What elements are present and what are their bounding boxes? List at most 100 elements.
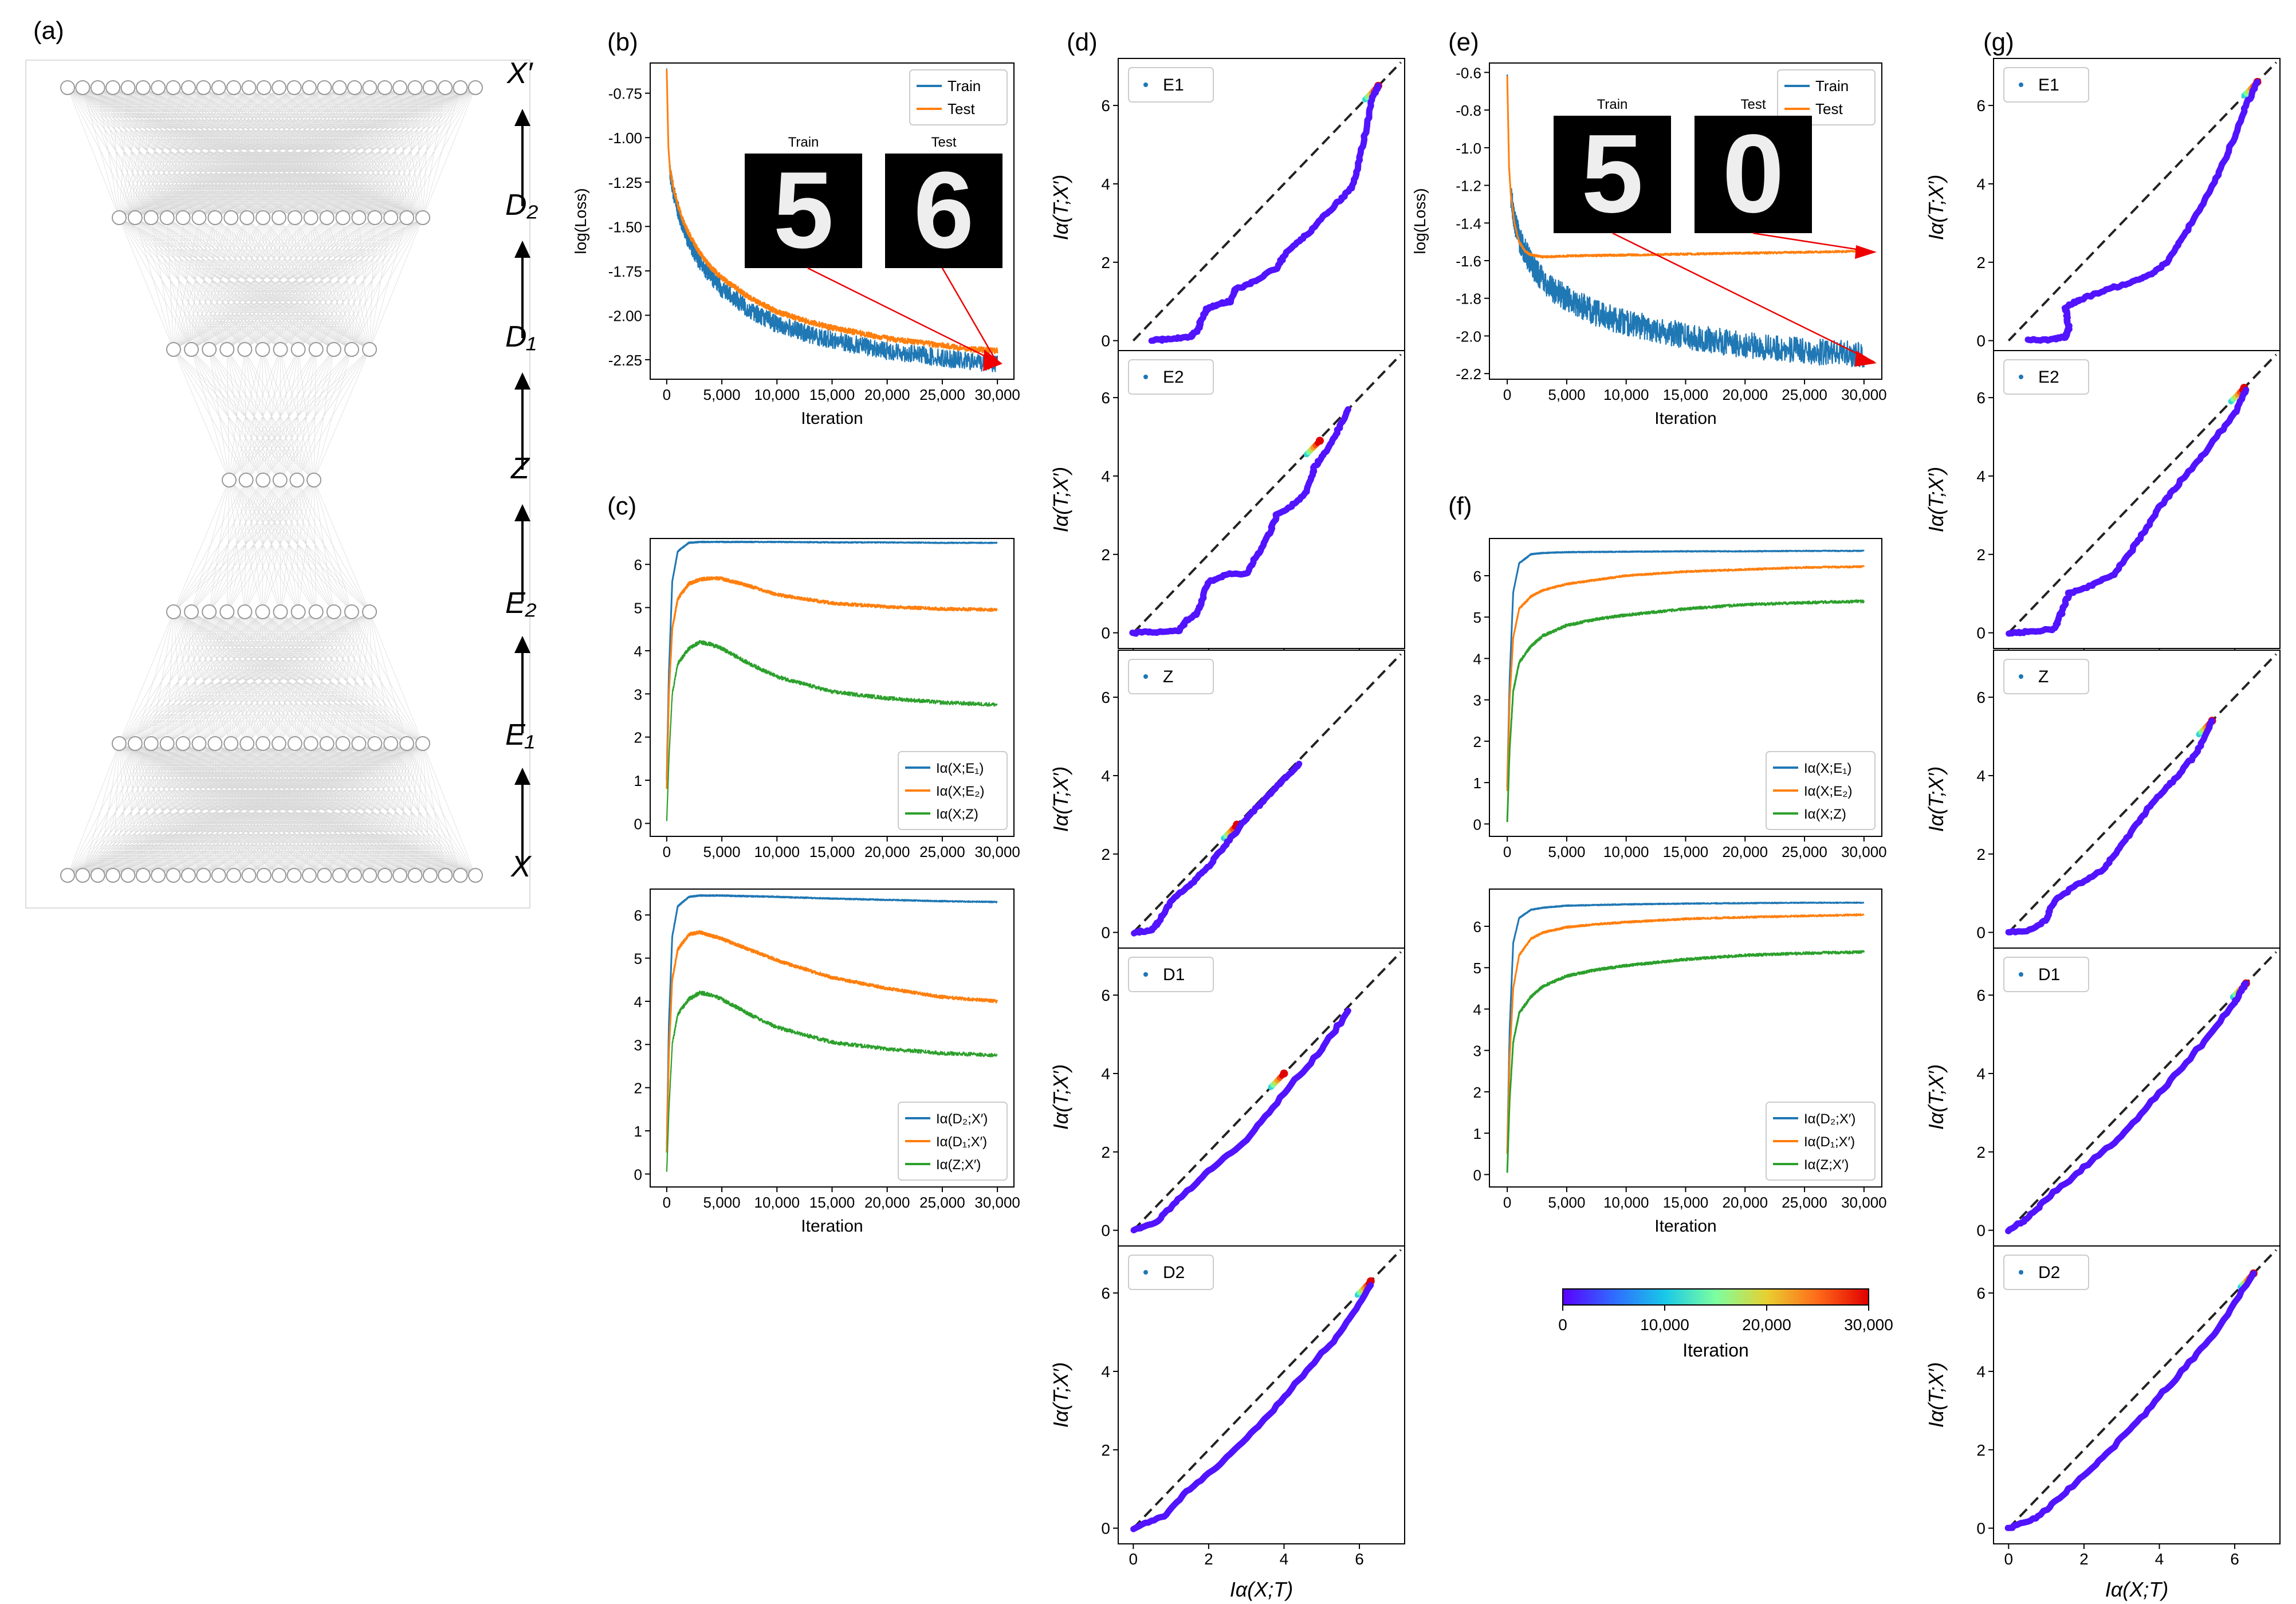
- network-node: [135, 868, 151, 883]
- legend-marker: [2019, 972, 2023, 977]
- network-node: [226, 868, 242, 883]
- x-tick-label: 6: [2230, 1550, 2239, 1568]
- y-tick-label: -0.6: [1456, 64, 1481, 81]
- network-node: [75, 80, 91, 95]
- y-axis-label: log(Loss): [1411, 188, 1429, 254]
- network-node: [347, 80, 363, 95]
- network-node: [367, 210, 383, 225]
- network-node: [344, 342, 359, 357]
- x-tick-label: 30,000: [974, 843, 1020, 860]
- y-axis-label: Iα(T;X′): [1049, 1064, 1072, 1130]
- x-axis-label: Iα(X;T): [2105, 1578, 2169, 1601]
- y-tick-label: -2.0: [1456, 328, 1481, 345]
- network-node: [166, 342, 181, 357]
- inset-test-image: [885, 154, 1002, 268]
- network-node: [166, 868, 181, 883]
- network-node: [287, 210, 302, 225]
- network-node: [151, 80, 166, 95]
- x-tick-label: 4: [2155, 1550, 2164, 1568]
- y-tick-label: 1: [1473, 775, 1481, 792]
- network-node: [272, 80, 287, 95]
- y-tick-label: 2: [1976, 254, 1986, 272]
- legend-label: E1: [1163, 76, 1184, 95]
- y-tick-label: 6: [1101, 689, 1110, 706]
- plot-frame: [1993, 350, 2281, 649]
- legend-label: Iα(D₂;X′): [1804, 1111, 1855, 1127]
- series-line-Iα(X;Z): [1506, 599, 1865, 823]
- legend-label: Iα(D₁;X′): [1804, 1134, 1855, 1150]
- legend-marker: [1143, 972, 1148, 977]
- y-tick-label: 6: [1976, 389, 1986, 407]
- trajectory-line: [1130, 1008, 1351, 1233]
- panel-label-b: (b): [607, 28, 638, 56]
- y-tick-label: 0: [1101, 332, 1110, 350]
- inset-pointer-line: [1752, 232, 1875, 253]
- y-tick-label: 2: [634, 729, 642, 746]
- legend-label: D1: [2038, 965, 2060, 984]
- pointer-arrowhead: [1855, 245, 1877, 259]
- inset-test-digit: 0: [1722, 112, 1784, 236]
- inset-test-digit: 6: [914, 150, 974, 271]
- colorbar-tick-label: 0: [1558, 1316, 1567, 1334]
- network-node: [105, 868, 121, 883]
- network-node: [256, 80, 272, 95]
- identity-reference-line: [2007, 61, 2277, 342]
- y-axis-label: Iα(T;X′): [1049, 1362, 1072, 1428]
- y-tick-label: 3: [634, 686, 642, 703]
- layer-label-e2: E₂: [505, 587, 537, 620]
- network-node: [351, 210, 367, 225]
- y-tick-label: 6: [634, 556, 642, 573]
- network-node: [120, 868, 136, 883]
- series-line-Iα(Z;X′): [666, 990, 998, 1173]
- x-tick-label: 4: [1280, 1550, 1289, 1568]
- trajectory-line: [2005, 717, 2216, 935]
- y-tick-label: 0: [1473, 816, 1481, 833]
- x-tick-label: 25,000: [919, 1194, 965, 1211]
- x-tick-label: 0: [663, 843, 671, 860]
- x-tick-label: 10,000: [1603, 1194, 1649, 1211]
- plot-frame: [1489, 62, 1882, 380]
- inset-train-digit: 5: [1581, 112, 1643, 236]
- y-tick-label: 0: [1101, 1222, 1110, 1240]
- chart-c1: 0 5,000 10,000 15,000 20,000 25,000 30,000 0 1 2 3…: [634, 538, 1020, 860]
- y-tick-label: 6: [1101, 97, 1110, 115]
- x-tick-label: 5,000: [1548, 843, 1585, 860]
- network-node: [255, 736, 271, 751]
- panel-label-c: (c): [607, 492, 636, 520]
- y-tick-label: -1.8: [1456, 290, 1481, 308]
- info-plane-g-Z: 02460246ZIα(T;X′): [1924, 650, 2281, 972]
- y-tick-label: 0: [1473, 1166, 1481, 1184]
- series-line-Train: [1507, 74, 1865, 368]
- trajectory-line: [2005, 980, 2250, 1235]
- chart-f1: 0 5,000 10,000 15,000 20,000 25,000 30,000 0 1 2 3…: [1473, 538, 1887, 860]
- layer-label-z: Z: [510, 452, 530, 485]
- x-tick-label: 25,000: [919, 843, 965, 860]
- y-axis-label: log(Loss): [572, 188, 589, 254]
- inset-test-image: [1695, 116, 1812, 233]
- x-tick-label: 6: [1355, 1550, 1364, 1568]
- network-node: [202, 604, 217, 619]
- network-node: [143, 210, 159, 225]
- x-tick-label: 25,000: [1782, 1194, 1827, 1211]
- y-tick-label: 4: [1976, 1363, 1986, 1381]
- network-node: [75, 868, 91, 883]
- network-node: [166, 604, 181, 619]
- y-tick-label: 4: [634, 643, 642, 660]
- network-node: [90, 80, 105, 95]
- y-tick-label: 2: [1101, 846, 1110, 863]
- y-tick-label: 2: [1976, 1143, 1986, 1161]
- network-node: [151, 868, 166, 883]
- network-node: [326, 342, 341, 357]
- network-node: [237, 604, 253, 619]
- x-tick-label: 10,000: [1603, 386, 1649, 403]
- network-nodes: [60, 80, 483, 883]
- network-node: [202, 342, 217, 357]
- y-tick-label: 4: [634, 993, 642, 1011]
- series-line-Iα(D₂;X′): [1506, 901, 1865, 1155]
- y-tick-label: -2.2: [1456, 365, 1481, 383]
- network-node: [272, 868, 287, 883]
- y-tick-label: 4: [1976, 767, 1986, 785]
- network-node: [175, 210, 191, 225]
- y-tick-label: 2: [1101, 1143, 1110, 1161]
- layer-label-d1: D₁: [505, 320, 536, 353]
